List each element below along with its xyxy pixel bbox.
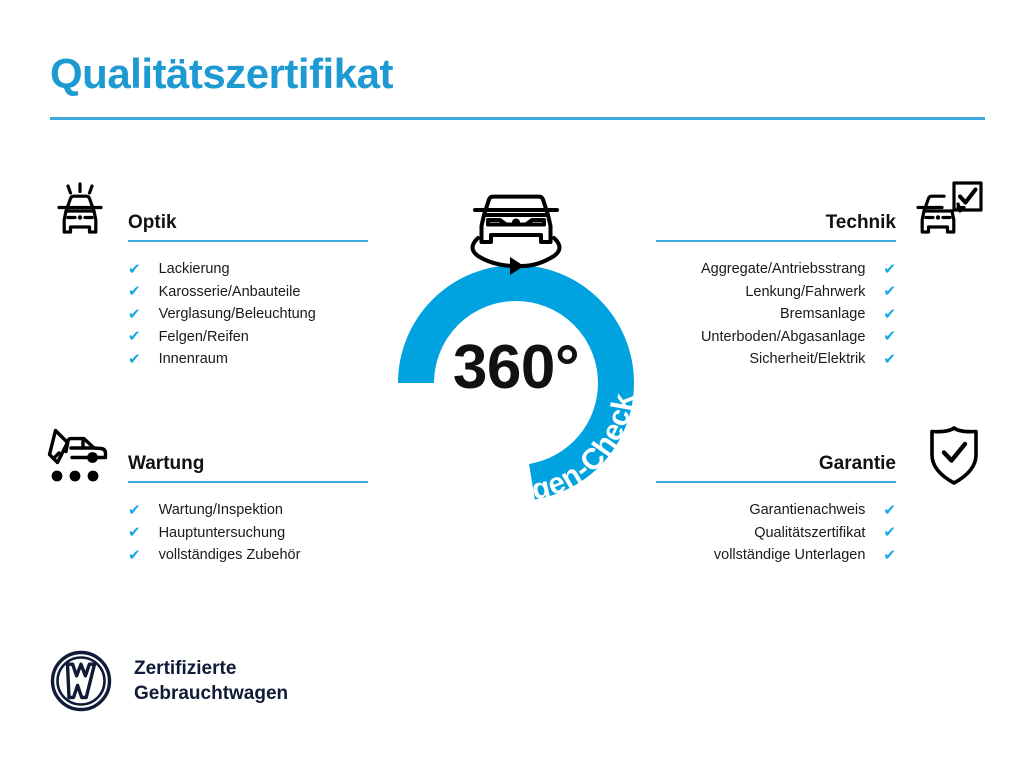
section-garantie-list: Garantienachweis ✔ Qualitätszertifikat ✔… [656, 499, 896, 567]
section-wartung: Wartung ✔ Wartung/Inspektion ✔ Hauptunte… [128, 445, 368, 567]
check-icon: ✔ [883, 523, 896, 542]
badge-center-label: 360° [453, 333, 579, 402]
list-item-label: Innenraum [158, 351, 228, 368]
section-garantie-title: Garantie [818, 453, 896, 474]
check-icon: ✔ [883, 304, 896, 323]
list-item: Qualitätszertifikat ✔ [656, 522, 896, 545]
section-garantie-underline [656, 481, 896, 483]
list-item-label: Aggregate/Antriebsstrang [700, 261, 866, 278]
vw-footer-line2: Gebrauchtwagen [134, 683, 289, 704]
list-item: ✔ Karosserie/Anbauteile [128, 281, 368, 304]
list-item-label: vollständiges Zubehör [158, 547, 301, 564]
pencil-car-dots-icon [47, 428, 108, 482]
car-360-rotation-icon [470, 194, 562, 275]
check-icon: ✔ [883, 282, 896, 301]
list-item: ✔ vollständiges Zubehör [128, 544, 368, 567]
section-garantie-header: Garantie [656, 445, 896, 483]
list-item: Aggregate/Antriebsstrang ✔ [656, 258, 896, 281]
list-item: Bremsanlage ✔ [656, 303, 896, 326]
list-item-label: Bremsanlage [779, 306, 866, 323]
check-icon: ✔ [128, 523, 141, 542]
list-item: ✔ Innenraum [128, 348, 368, 371]
car-front-checkbox-icon [916, 181, 983, 234]
list-item: ✔ Felgen/Reifen [128, 326, 368, 349]
section-technik: Technik Aggregate/Antriebsstrang ✔ Lenku… [656, 204, 896, 371]
list-item-label: Verglasung/Beleuchtung [158, 306, 316, 323]
list-item-label: Sicherheit/Elektrik [749, 351, 866, 368]
list-item: Unterboden/Abgasanlage ✔ [656, 326, 896, 349]
check-icon: ✔ [128, 349, 141, 368]
section-wartung-title: Wartung [128, 453, 205, 474]
check-icon: ✔ [883, 500, 896, 519]
section-technik-underline [656, 240, 896, 242]
check-icon: ✔ [128, 327, 141, 346]
list-item: ✔ Verglasung/Beleuchtung [128, 303, 368, 326]
check-icon: ✔ [128, 304, 141, 323]
list-item-label: Qualitätszertifikat [754, 524, 866, 541]
section-optik: Optik ✔ Lackierung ✔ Karosserie/Anbautei… [128, 204, 368, 371]
list-item-label: Felgen/Reifen [158, 328, 249, 345]
check-icon: ✔ [128, 282, 141, 301]
list-item: ✔ Hauptuntersuchung [128, 522, 368, 545]
list-item: Sicherheit/Elektrik ✔ [656, 348, 896, 371]
section-technik-header: Technik [656, 204, 896, 242]
list-item-label: Wartung/Inspektion [158, 502, 283, 519]
gebrauchtwagen-check-badge: Gebrauchtwagen-Check 360° [391, 194, 640, 502]
check-icon: ✔ [883, 259, 896, 278]
list-item-label: Garantienachweis [749, 502, 866, 519]
section-optik-title: Optik [128, 212, 177, 233]
section-garantie: Garantie Garantienachweis ✔ Qualitätszer… [656, 445, 896, 567]
car-front-lights-icon [57, 182, 103, 234]
list-item: ✔ Wartung/Inspektion [128, 499, 368, 522]
section-optik-underline [128, 240, 368, 242]
list-item-label: Unterboden/Abgasanlage [700, 328, 866, 345]
list-item-label: Karosserie/Anbauteile [158, 283, 301, 300]
list-item: vollständige Unterlagen ✔ [656, 544, 896, 567]
check-icon: ✔ [883, 327, 896, 346]
check-icon: ✔ [883, 545, 896, 564]
section-wartung-list: ✔ Wartung/Inspektion ✔ Hauptuntersuchung… [128, 499, 368, 567]
list-item: Lenkung/Fahrwerk ✔ [656, 281, 896, 304]
check-icon: ✔ [128, 259, 141, 278]
vw-logo [50, 650, 112, 712]
section-wartung-header: Wartung [128, 445, 368, 483]
section-technik-list: Aggregate/Antriebsstrang ✔ Lenkung/Fahrw… [656, 258, 896, 371]
section-technik-title: Technik [825, 212, 896, 233]
vw-footer-text: Zertifizierte Gebrauchtwagen [134, 656, 288, 706]
section-wartung-underline [128, 481, 368, 483]
check-icon: ✔ [128, 545, 141, 564]
page-title: Qualitätszertifikat [50, 50, 393, 97]
section-optik-header: Optik [128, 204, 368, 242]
list-item-label: Lenkung/Fahrwerk [745, 283, 866, 300]
check-icon: ✔ [883, 349, 896, 368]
list-item: Garantienachweis ✔ [656, 499, 896, 522]
vw-footer-line1: Zertifizierte [134, 657, 237, 679]
vw-certified-footer: Zertifizierte Gebrauchtwagen [50, 650, 288, 712]
list-item-label: Lackierung [158, 261, 230, 278]
list-item-label: Hauptuntersuchung [158, 524, 286, 541]
check-icon: ✔ [128, 500, 141, 519]
list-item-label: vollständige Unterlagen [713, 547, 866, 564]
section-optik-list: ✔ Lackierung ✔ Karosserie/Anbauteile ✔ V… [128, 258, 368, 371]
badge-ring [398, 265, 634, 501]
title-divider [50, 117, 985, 120]
list-item: ✔ Lackierung [128, 258, 368, 281]
shield-check-icon [930, 426, 978, 485]
